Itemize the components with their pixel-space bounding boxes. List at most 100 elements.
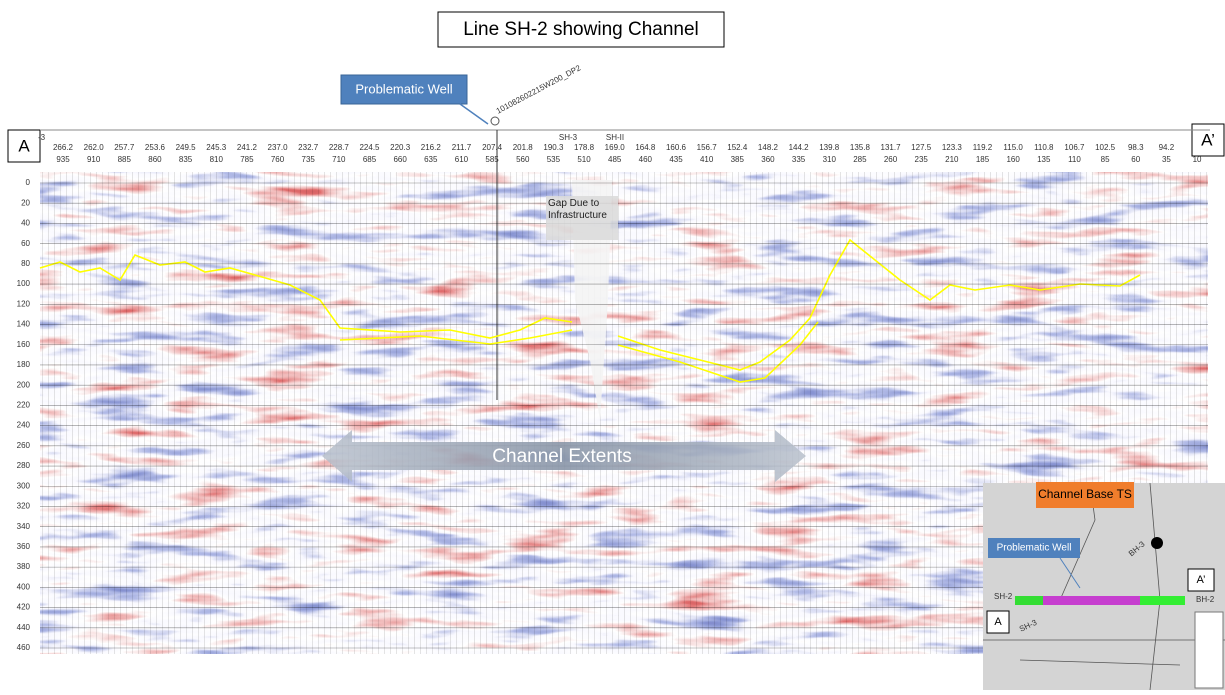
trace-label: 127.5 [911, 143, 932, 152]
trace-label: 190.3 [543, 143, 564, 152]
trace-label: 139.8 [819, 143, 840, 152]
well-name: 101082602215W200_DP2 [495, 63, 583, 115]
depth-label: 420 [17, 603, 31, 612]
screenshot: Line SH-2 showing Channel A A’ Problemat… [0, 0, 1225, 690]
cdp-label: 510 [577, 155, 591, 164]
cdp-label: 535 [547, 155, 561, 164]
cdp-label: 735 [302, 155, 316, 164]
cdp-label: 410 [700, 155, 714, 164]
depth-label: 280 [17, 461, 31, 470]
cdp-label: 610 [455, 155, 469, 164]
cdp-label: 360 [761, 155, 775, 164]
depth-label: 60 [21, 239, 30, 248]
inset-colorbar [1195, 612, 1223, 688]
left-label: -3 [38, 133, 46, 142]
cdp-label: 935 [56, 155, 70, 164]
cdp-label: 860 [148, 155, 162, 164]
cdp-label: 235 [915, 155, 929, 164]
trace-label: 131.7 [881, 143, 902, 152]
gap-label-wrap: Gap Due to Infrastructure [548, 198, 618, 240]
depth-label: 340 [17, 522, 31, 531]
cdp-label: 710 [332, 155, 346, 164]
cdp-label: 635 [424, 155, 438, 164]
inset-well-callout: Problematic Well [997, 543, 1072, 554]
depth-label: 160 [17, 340, 31, 349]
trace-label: 152.4 [727, 143, 748, 152]
trace-label: 110.8 [1034, 143, 1054, 152]
depth-label: 40 [21, 219, 30, 228]
depth-label: 180 [17, 360, 31, 369]
trace-label: 253.6 [145, 143, 166, 152]
cdp-label: 460 [639, 155, 653, 164]
depth-label: 320 [17, 502, 31, 511]
trace-label: 262.0 [84, 143, 105, 152]
trace-label: 156.7 [697, 143, 718, 152]
depth-label: 80 [21, 259, 30, 268]
trace-label: 119.2 [973, 143, 993, 152]
trace-label: 102.5 [1095, 143, 1116, 152]
trace-label: 249.5 [176, 143, 197, 152]
cdp-label: 60 [1131, 155, 1140, 164]
trace-label: 216.2 [421, 143, 442, 152]
cdp-label: 335 [792, 155, 806, 164]
well-marker: SH-3 [559, 133, 578, 142]
inset-well [1151, 537, 1163, 549]
trace-label: 241.2 [237, 143, 258, 152]
depth-label: 240 [17, 421, 31, 430]
depth-label: 0 [26, 178, 31, 187]
cdp-label: 660 [393, 155, 407, 164]
depth-label: 200 [17, 380, 31, 389]
trace-label: 115.0 [1003, 143, 1023, 152]
depth-label: 260 [17, 441, 31, 450]
cdp-label: 160 [1006, 155, 1020, 164]
trace-label: 148.2 [758, 143, 779, 152]
cdp-label: 760 [271, 155, 285, 164]
trace-label: 94.2 [1159, 143, 1175, 152]
trace-label: 224.5 [359, 143, 380, 152]
trace-label: 228.7 [329, 143, 350, 152]
trace-label: 257.7 [114, 143, 135, 152]
trace-label: 178.8 [574, 143, 595, 152]
trace-label: 232.7 [298, 143, 319, 152]
trace-label: 237.0 [268, 143, 289, 152]
depth-label: 460 [17, 643, 31, 652]
cdp-label: 135 [1037, 155, 1051, 164]
title: Line SH-2 showing Channel [463, 19, 699, 40]
trace-label: 135.8 [850, 143, 871, 152]
well-symbol [491, 117, 499, 125]
inset-title: Channel Base TS [1038, 487, 1132, 501]
depth-label: 100 [17, 279, 31, 288]
cdp-label: 310 [823, 155, 837, 164]
cdp-label: 910 [87, 155, 101, 164]
a-label: A [18, 136, 30, 155]
inset-line-right-label: BH-2 [1196, 595, 1215, 604]
a-prime-label: A’ [1201, 130, 1215, 149]
trace-label: 245.3 [206, 143, 227, 152]
cdp-label: 210 [945, 155, 959, 164]
depth-label: 440 [17, 623, 31, 632]
well-marker: SH-II [606, 133, 624, 142]
trace-label: 98.3 [1128, 143, 1144, 152]
depth-label: 120 [17, 299, 31, 308]
depth-label: 380 [17, 562, 31, 571]
gap-label: Gap Due to Infrastructure [548, 198, 618, 222]
cdp-label: 560 [516, 155, 530, 164]
trace-label: 266.2 [53, 143, 74, 152]
cdp-label: 485 [608, 155, 622, 164]
channel-extents: Channel Extents [492, 446, 631, 467]
inset-seg [1015, 596, 1043, 605]
inset-a-prime: A’ [1197, 574, 1206, 586]
well-callout: Problematic Well [355, 81, 452, 96]
cdp-label: 110 [1068, 155, 1081, 164]
depth-label: 400 [17, 582, 31, 591]
trace-label: 211.7 [452, 143, 472, 152]
trace-label: 201.8 [513, 143, 534, 152]
cdp-label: 385 [731, 155, 745, 164]
trace-label: 160.6 [666, 143, 687, 152]
cdp-label: 85 [1101, 155, 1110, 164]
cdp-label: 785 [240, 155, 254, 164]
cdp-label: 185 [976, 155, 990, 164]
cdp-label: 35 [1162, 155, 1171, 164]
depth-label: 360 [17, 542, 31, 551]
cdp-label: 260 [884, 155, 898, 164]
